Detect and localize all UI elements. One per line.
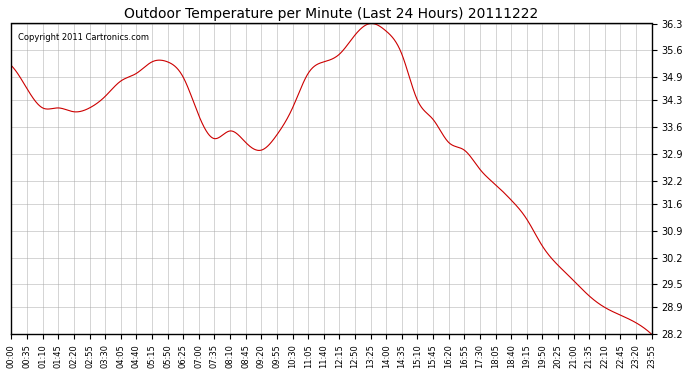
Text: Copyright 2011 Cartronics.com: Copyright 2011 Cartronics.com: [18, 33, 149, 42]
Title: Outdoor Temperature per Minute (Last 24 Hours) 20111222: Outdoor Temperature per Minute (Last 24 …: [124, 7, 539, 21]
